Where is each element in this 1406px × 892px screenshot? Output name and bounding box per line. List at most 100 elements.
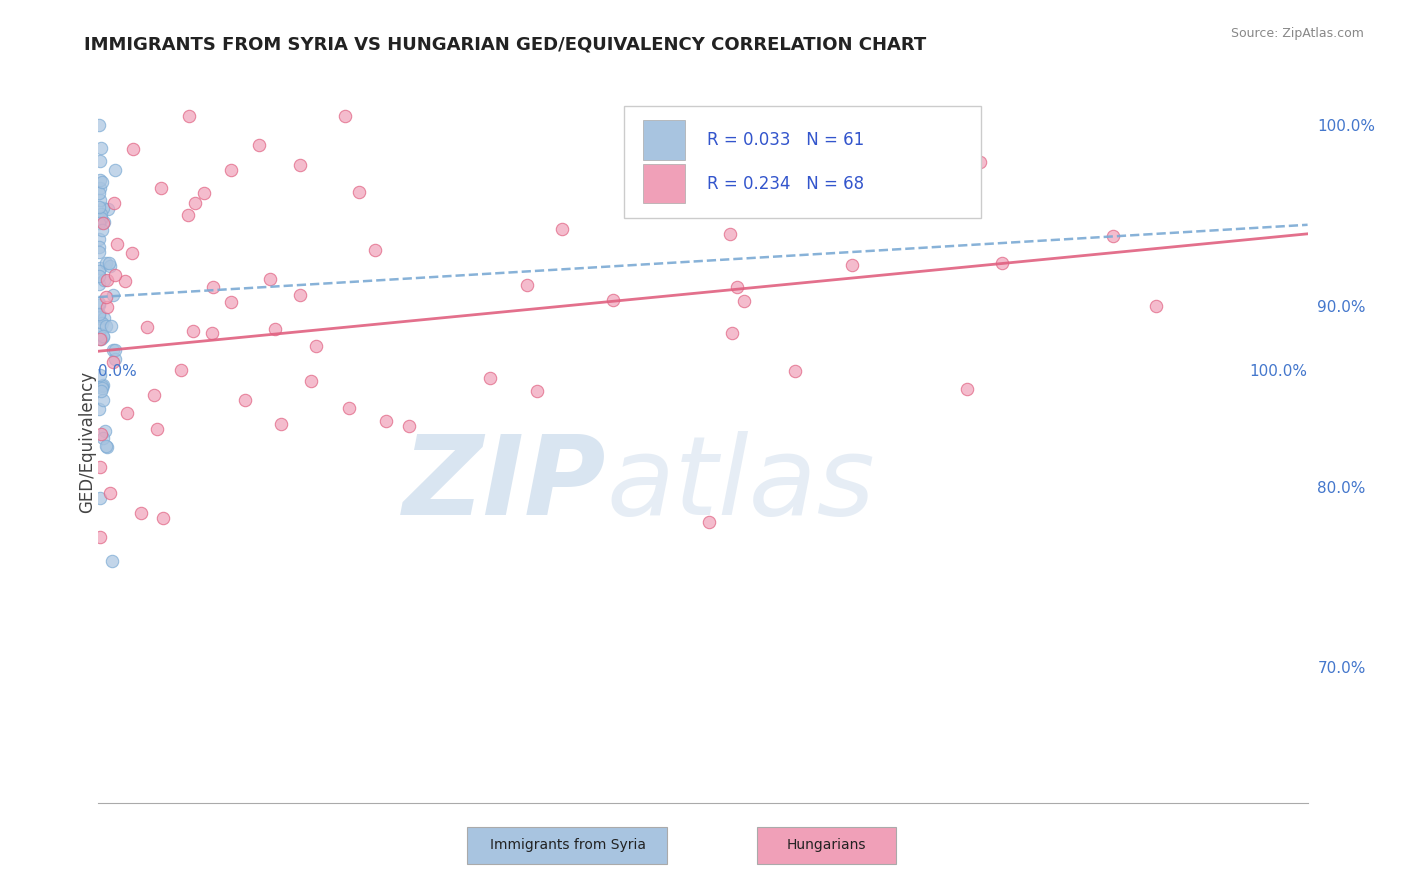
Point bbox=[90, 213, 112, 227]
Point bbox=[90, 382, 112, 396]
Point bbox=[91, 377, 114, 392]
Point bbox=[98, 256, 121, 270]
Point bbox=[89, 297, 111, 311]
Text: IMMIGRANTS FROM SYRIA VS HUNGARIAN GED/EQUIVALENCY CORRELATION CHART: IMMIGRANTS FROM SYRIA VS HUNGARIAN GED/E… bbox=[84, 36, 927, 54]
Point bbox=[150, 181, 173, 195]
Point bbox=[90, 207, 112, 221]
Point bbox=[93, 311, 115, 326]
Point bbox=[87, 240, 110, 254]
Point bbox=[87, 245, 110, 260]
Point bbox=[152, 510, 174, 524]
Point bbox=[104, 268, 127, 283]
Point bbox=[1102, 229, 1125, 244]
Point bbox=[91, 329, 114, 343]
Point bbox=[89, 186, 111, 201]
FancyBboxPatch shape bbox=[643, 120, 685, 161]
Text: 100.0%: 100.0% bbox=[1250, 364, 1308, 379]
Point bbox=[93, 215, 115, 229]
Point bbox=[101, 554, 124, 568]
Point bbox=[299, 375, 322, 389]
Point bbox=[290, 287, 312, 301]
Point bbox=[720, 326, 742, 341]
Point bbox=[184, 196, 207, 211]
Point bbox=[90, 333, 112, 347]
Point bbox=[263, 322, 285, 336]
Point bbox=[87, 264, 110, 278]
Point bbox=[247, 138, 270, 153]
Point bbox=[103, 196, 125, 211]
Point bbox=[479, 371, 502, 385]
Point bbox=[991, 256, 1014, 270]
Point bbox=[270, 417, 292, 432]
Point bbox=[96, 439, 118, 453]
Point bbox=[783, 364, 806, 378]
Text: ZIP: ZIP bbox=[402, 432, 606, 539]
Y-axis label: GED/Equivalency: GED/Equivalency bbox=[79, 370, 96, 513]
Point bbox=[90, 141, 112, 155]
Point bbox=[87, 296, 110, 310]
Point bbox=[181, 325, 204, 339]
Point bbox=[259, 272, 281, 286]
Point bbox=[89, 277, 111, 291]
Point bbox=[733, 293, 755, 308]
Point bbox=[135, 319, 157, 334]
Text: R = 0.033   N = 61: R = 0.033 N = 61 bbox=[707, 131, 863, 149]
Point bbox=[201, 280, 224, 294]
Point bbox=[101, 354, 124, 368]
Point bbox=[91, 201, 114, 215]
Point bbox=[956, 382, 979, 396]
Point bbox=[87, 232, 110, 246]
Point bbox=[193, 186, 215, 200]
Point bbox=[104, 343, 127, 358]
Point bbox=[305, 338, 328, 352]
Point bbox=[94, 256, 117, 270]
Point bbox=[94, 424, 117, 438]
Point bbox=[87, 310, 110, 325]
Point bbox=[170, 363, 193, 377]
Point bbox=[89, 332, 111, 346]
Point bbox=[955, 109, 977, 123]
FancyBboxPatch shape bbox=[467, 827, 666, 864]
Point bbox=[142, 387, 165, 401]
Point bbox=[98, 259, 121, 273]
Point bbox=[101, 288, 124, 302]
Point bbox=[89, 491, 111, 505]
Point bbox=[333, 109, 356, 123]
Point bbox=[129, 506, 152, 520]
Point bbox=[89, 530, 111, 544]
Point bbox=[121, 142, 143, 156]
Point bbox=[105, 237, 128, 252]
Point bbox=[89, 260, 111, 275]
Point bbox=[96, 440, 118, 454]
Point bbox=[91, 379, 114, 393]
Point bbox=[177, 208, 200, 222]
Point bbox=[89, 368, 111, 383]
Point bbox=[94, 289, 117, 303]
Point bbox=[89, 181, 111, 195]
Point bbox=[91, 329, 114, 343]
Text: Source: ZipAtlas.com: Source: ZipAtlas.com bbox=[1230, 27, 1364, 40]
Point bbox=[697, 515, 720, 529]
Point bbox=[98, 486, 121, 500]
Point bbox=[364, 243, 387, 257]
Point bbox=[90, 211, 112, 225]
Point bbox=[233, 392, 256, 407]
FancyBboxPatch shape bbox=[624, 105, 981, 218]
Text: 0.0%: 0.0% bbox=[98, 364, 138, 379]
Point bbox=[90, 175, 112, 189]
FancyBboxPatch shape bbox=[643, 164, 685, 203]
Point bbox=[90, 384, 112, 398]
Point bbox=[89, 194, 111, 208]
Point bbox=[89, 459, 111, 474]
Point bbox=[931, 159, 953, 173]
Point bbox=[727, 279, 749, 293]
Point bbox=[96, 300, 118, 314]
Point bbox=[91, 223, 114, 237]
Point bbox=[718, 227, 741, 241]
Point bbox=[87, 216, 110, 230]
Point bbox=[89, 308, 111, 322]
Point bbox=[290, 159, 312, 173]
Point bbox=[91, 393, 114, 408]
Point bbox=[89, 402, 111, 417]
Point bbox=[114, 274, 136, 288]
